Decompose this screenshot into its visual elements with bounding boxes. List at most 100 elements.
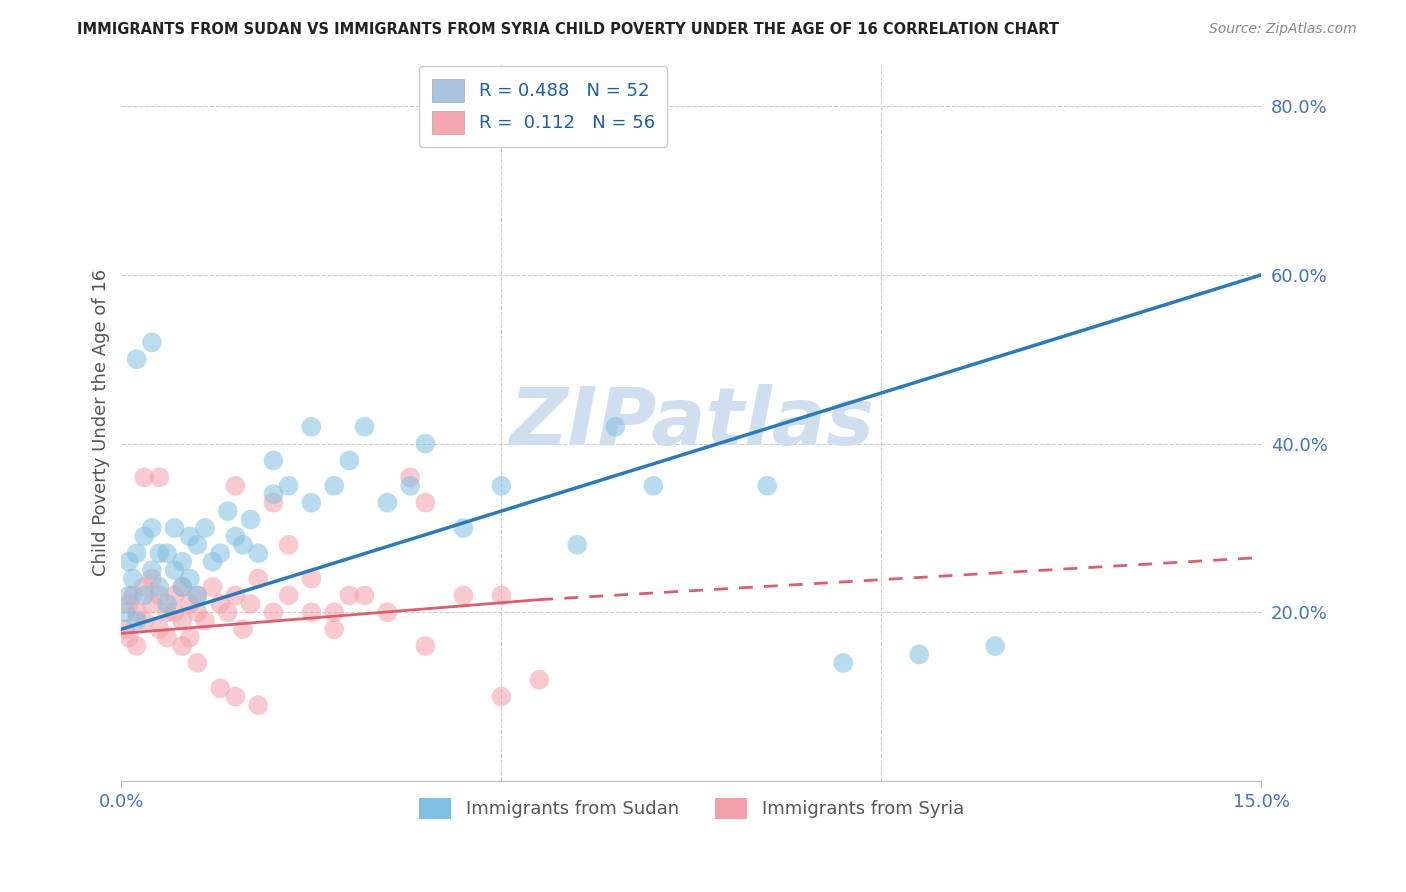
Point — [247, 698, 270, 712]
Point — [141, 563, 163, 577]
Point — [453, 589, 475, 603]
Point — [323, 605, 346, 619]
Point — [179, 529, 201, 543]
Point — [172, 614, 194, 628]
Point — [337, 453, 360, 467]
Point — [163, 605, 186, 619]
Point — [239, 512, 262, 526]
Point — [125, 352, 148, 367]
Point — [118, 597, 141, 611]
Point — [209, 681, 232, 696]
Point — [277, 479, 299, 493]
Point — [491, 690, 513, 704]
Point — [299, 605, 322, 619]
Point — [908, 648, 931, 662]
Point — [156, 631, 179, 645]
Point — [239, 597, 262, 611]
Point — [179, 597, 201, 611]
Point — [832, 656, 855, 670]
Point — [148, 589, 170, 603]
Point — [415, 436, 437, 450]
Point — [201, 555, 224, 569]
Point — [163, 521, 186, 535]
Point — [323, 479, 346, 493]
Point — [194, 521, 217, 535]
Point — [141, 521, 163, 535]
Point — [247, 572, 270, 586]
Point — [172, 555, 194, 569]
Point — [299, 572, 322, 586]
Point — [148, 470, 170, 484]
Point — [148, 546, 170, 560]
Legend: Immigrants from Sudan, Immigrants from Syria: Immigrants from Sudan, Immigrants from S… — [412, 790, 972, 826]
Point — [134, 589, 156, 603]
Point — [186, 538, 208, 552]
Point — [277, 589, 299, 603]
Point — [125, 605, 148, 619]
Point — [179, 631, 201, 645]
Point — [209, 597, 232, 611]
Point — [172, 580, 194, 594]
Point — [114, 622, 136, 636]
Point — [277, 538, 299, 552]
Point — [262, 605, 284, 619]
Point — [399, 470, 422, 484]
Point — [529, 673, 551, 687]
Point — [156, 605, 179, 619]
Point — [984, 639, 1007, 653]
Point — [121, 589, 143, 603]
Point — [134, 470, 156, 484]
Point — [323, 622, 346, 636]
Point — [141, 572, 163, 586]
Point — [224, 690, 246, 704]
Point — [453, 521, 475, 535]
Point — [232, 538, 254, 552]
Point — [163, 563, 186, 577]
Point — [118, 555, 141, 569]
Point — [224, 479, 246, 493]
Point — [186, 589, 208, 603]
Point — [118, 589, 141, 603]
Text: ZIPatlas: ZIPatlas — [509, 384, 873, 461]
Point — [125, 639, 148, 653]
Point — [353, 419, 375, 434]
Point — [217, 504, 239, 518]
Point — [415, 639, 437, 653]
Point — [337, 589, 360, 603]
Point — [186, 589, 208, 603]
Point — [125, 614, 148, 628]
Point — [134, 614, 156, 628]
Point — [232, 622, 254, 636]
Point — [141, 597, 163, 611]
Point — [134, 529, 156, 543]
Point — [179, 572, 201, 586]
Point — [567, 538, 589, 552]
Point — [156, 546, 179, 560]
Point — [148, 622, 170, 636]
Point — [114, 605, 136, 619]
Point — [134, 580, 156, 594]
Point — [186, 656, 208, 670]
Point — [415, 496, 437, 510]
Text: Source: ZipAtlas.com: Source: ZipAtlas.com — [1209, 22, 1357, 37]
Point — [643, 479, 665, 493]
Point — [186, 605, 208, 619]
Point — [172, 639, 194, 653]
Point — [299, 496, 322, 510]
Point — [299, 419, 322, 434]
Point — [224, 589, 246, 603]
Point — [163, 589, 186, 603]
Point — [491, 479, 513, 493]
Point — [201, 580, 224, 594]
Point — [262, 496, 284, 510]
Text: IMMIGRANTS FROM SUDAN VS IMMIGRANTS FROM SYRIA CHILD POVERTY UNDER THE AGE OF 16: IMMIGRANTS FROM SUDAN VS IMMIGRANTS FROM… — [77, 22, 1059, 37]
Y-axis label: Child Poverty Under the Age of 16: Child Poverty Under the Age of 16 — [93, 269, 110, 576]
Point — [217, 605, 239, 619]
Point — [224, 529, 246, 543]
Point — [262, 487, 284, 501]
Point — [209, 546, 232, 560]
Point — [194, 614, 217, 628]
Point — [377, 605, 399, 619]
Point — [377, 496, 399, 510]
Point — [247, 546, 270, 560]
